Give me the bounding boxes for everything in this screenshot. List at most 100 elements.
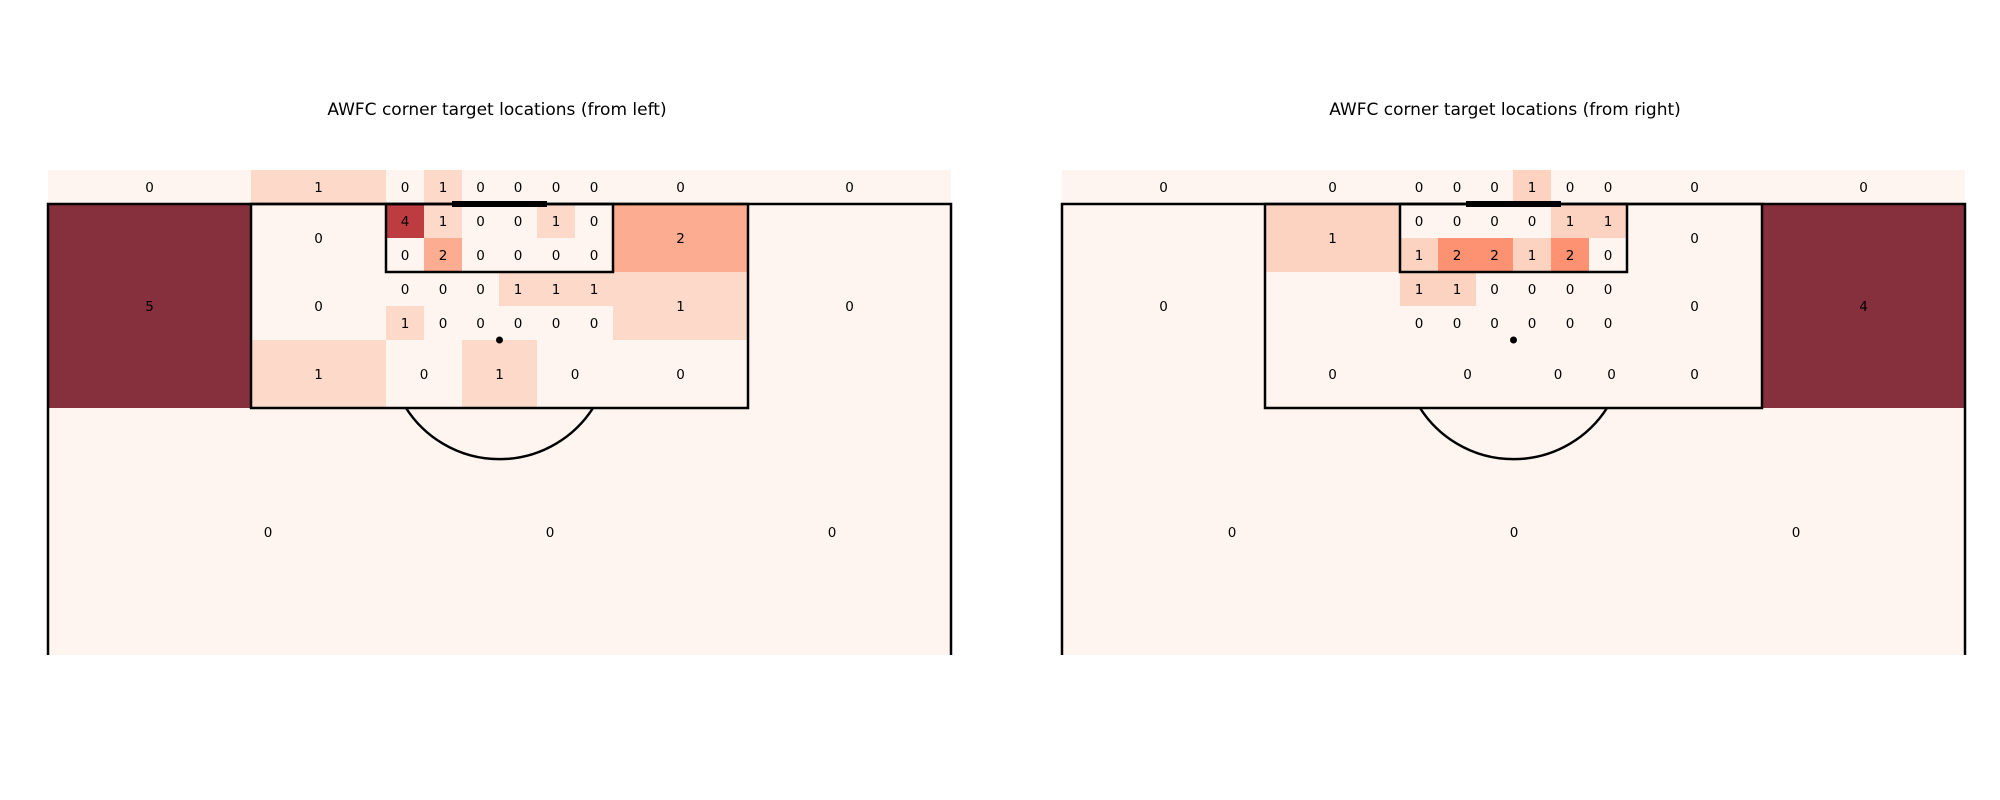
heat-cell-box-right-middle	[613, 272, 748, 340]
heat-cell-six-yard-r1c1	[1400, 204, 1438, 238]
heat-cell-outside-left	[48, 408, 349, 655]
heat-cell-box-center-r3c5	[1551, 272, 1589, 306]
cell-label-box-center-r3c5: 1	[552, 282, 561, 298]
heat-cell-above-right-wide	[748, 170, 951, 204]
heat-cell-six-yard-r2c1	[386, 238, 424, 272]
heat-cell-box-left-top	[1265, 204, 1400, 272]
heat-cell-above-goal-5	[537, 170, 575, 204]
cell-label-above-right-mid: 0	[676, 180, 685, 196]
cell-label-six-yard-r2c2: 2	[1453, 248, 1462, 264]
heat-cell-six-yard-r1c2	[424, 204, 462, 238]
cell-label-box-right-middle: 1	[676, 299, 685, 315]
cell-label-box-center-r4c6: 0	[1604, 316, 1613, 332]
cell-label-above-goal-2: 1	[439, 180, 448, 196]
heat-cell-six-yard-r1c2	[1438, 204, 1476, 238]
cell-label-above-goal-5: 0	[552, 180, 561, 196]
pitch-left: 0 1 0 1 0 0 0 0 0 0 5 0 0 1 4 1 0 0 1 0 0 2 0 0 0 0 0 0 0 1 1 1 1 0 0 0 0 0 0 1…	[46, 170, 953, 655]
cell-label-box-center-r3c3: 0	[476, 282, 485, 298]
cell-label-six-yard-r1c3: 0	[1490, 214, 1499, 230]
cell-label-six-yard-r2c1: 0	[401, 248, 410, 264]
heat-cell-six-yard-r2c3	[1476, 238, 1513, 272]
heat-cell-box-left-bottom	[251, 340, 386, 408]
cell-label-box-center-r4c5: 0	[552, 316, 561, 332]
heat-cell-box-center-r4c5	[1551, 306, 1589, 340]
cell-label-box-center-r3c4: 1	[514, 282, 523, 298]
heat-cell-box-right-top	[1627, 204, 1762, 272]
heat-cell-above-left-mid	[251, 170, 386, 204]
heat-cell-six-yard-r2c6	[1589, 238, 1627, 272]
cell-label-six-yard-r2c5: 2	[1566, 248, 1575, 264]
heat-cell-box-center-r3c4	[499, 272, 537, 306]
heat-cell-six-yard-r1c3	[462, 204, 499, 238]
cell-label-six-yard-r2c4: 1	[1528, 248, 1537, 264]
cell-label-box-center-r4c2: 0	[439, 316, 448, 332]
cell-label-outside-right: 0	[1792, 525, 1801, 541]
heat-cell-above-left-wide	[1062, 170, 1265, 204]
heat-cell-box-edge-3	[1596, 340, 1627, 408]
heat-cell-six-yard-r1c5	[537, 204, 575, 238]
heat-cell-six-yard-r2c4	[499, 238, 537, 272]
cell-label-outside-center: 0	[1510, 525, 1519, 541]
cell-label-box-right-middle: 0	[1690, 299, 1699, 315]
cell-label-box-edge-3: 0	[1607, 367, 1616, 383]
penalty-spot	[1510, 336, 1517, 344]
penalty-arc	[404, 407, 595, 461]
heat-cell-box-center-r3c5	[537, 272, 575, 306]
cell-label-above-goal-2: 0	[1453, 180, 1462, 196]
heat-cell-above-left-mid	[1265, 170, 1400, 204]
cell-label-six-yard-r1c6: 0	[590, 214, 599, 230]
cell-label-six-yard-r2c4: 0	[514, 248, 523, 264]
heat-cell-box-left-top	[251, 204, 386, 272]
cell-label-above-goal-3: 0	[476, 180, 485, 196]
heat-cell-box-center-r4c6	[1589, 306, 1627, 340]
cell-label-box-edge-2: 0	[1554, 367, 1563, 383]
cell-label-above-right-mid: 0	[1690, 180, 1699, 196]
heat-cell-above-goal-2	[1438, 170, 1476, 204]
heat-cell-box-right-middle	[1627, 272, 1762, 340]
cell-label-six-yard-r1c2: 1	[439, 214, 448, 230]
heat-cell-six-yard-r1c6	[575, 204, 613, 238]
cell-label-six-yard-r2c1: 1	[1415, 248, 1424, 264]
cell-label-box-center-r4c5: 0	[1566, 316, 1575, 332]
cell-label-six-yard-r1c2: 0	[1453, 214, 1462, 230]
heat-cell-box-center-r4c4	[499, 306, 537, 340]
cell-label-above-goal-6: 0	[590, 180, 599, 196]
heat-cell-above-right-wide	[1762, 170, 1965, 204]
cell-label-six-yard-r1c3: 0	[476, 214, 485, 230]
cell-label-above-goal-5: 0	[1566, 180, 1575, 196]
cell-label-box-left-bottom: 1	[314, 367, 323, 383]
cell-label-box-edge-1: 0	[1463, 367, 1472, 383]
heat-cell-above-goal-3	[462, 170, 499, 204]
cell-label-box-center-r3c2: 1	[1453, 282, 1462, 298]
heat-cell-box-center-r3c2	[424, 272, 462, 306]
heat-cell-above-right-mid	[613, 170, 748, 204]
heat-cell-above-goal-4	[1513, 170, 1551, 204]
heat-cell-six-yard-r2c6	[575, 238, 613, 272]
cell-label-above-goal-4: 1	[1528, 180, 1537, 196]
cell-label-six-yard-r1c4: 0	[514, 214, 523, 230]
cell-label-box-center-r4c3: 0	[1490, 316, 1499, 332]
cell-label-above-left-wide: 0	[1159, 180, 1168, 196]
heat-cell-box-center-r3c4	[1513, 272, 1551, 306]
heat-cell-box-right-bottom	[1627, 340, 1762, 408]
cell-label-box-center-r3c6: 0	[1604, 282, 1613, 298]
heat-cell-above-goal-1	[386, 170, 424, 204]
cell-label-box-center-r3c1: 0	[401, 282, 410, 298]
heat-cell-box-right-top	[613, 204, 748, 272]
heat-cell-box-center-r3c3	[462, 272, 499, 306]
cell-label-box-center-r3c3: 0	[1490, 282, 1499, 298]
heat-cell-six-yard-r1c6	[1589, 204, 1627, 238]
cell-label-box-edge-2: 1	[495, 367, 504, 383]
cell-label-box-right-bottom: 0	[676, 367, 685, 383]
cell-label-six-yard-r1c5: 1	[552, 214, 561, 230]
cell-label-six-yard-r2c2: 2	[439, 248, 448, 264]
cell-label-box-center-r4c6: 0	[590, 316, 599, 332]
heat-cell-box-center-r3c2	[1438, 272, 1476, 306]
cell-label-above-goal-1: 0	[1415, 180, 1424, 196]
heat-cell-outside-left	[1062, 408, 1363, 655]
heat-cell-box-left-low	[1265, 340, 1400, 408]
cell-label-right-wide: 4	[1859, 299, 1868, 315]
heat-cell-box-center-r4c2	[1438, 306, 1476, 340]
cell-label-right-wide: 0	[845, 299, 854, 315]
cell-label-above-left-mid: 0	[1328, 180, 1337, 196]
